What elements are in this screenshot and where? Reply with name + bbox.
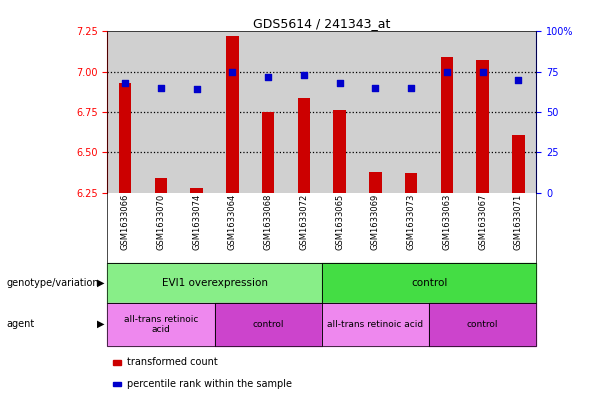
Bar (107, 31, 143, 193)
Bar (512, 134, 525, 193)
Text: genotype/variation: genotype/variation (6, 278, 99, 288)
Bar (119, 83, 131, 193)
Text: control: control (411, 278, 447, 288)
Point (478, 68, 488, 75)
Bar (298, 97, 310, 193)
Bar (191, 188, 203, 193)
Bar (501, 31, 536, 193)
Point (120, 80, 130, 86)
Bar (154, 178, 167, 193)
Bar (322, 31, 357, 193)
Bar (286, 31, 322, 193)
Bar (429, 31, 465, 193)
Point (299, 72, 309, 78)
Text: control: control (253, 320, 284, 329)
Bar (179, 31, 215, 193)
Point (370, 85, 380, 91)
Text: transformed count: transformed count (127, 357, 218, 367)
Text: all-trans retinoic acid: all-trans retinoic acid (327, 320, 424, 329)
Bar (143, 31, 179, 193)
Text: all-trans retinoic
acid: all-trans retinoic acid (124, 314, 198, 334)
Bar (465, 31, 501, 193)
Point (406, 85, 416, 91)
Point (514, 77, 524, 83)
Bar (394, 31, 429, 193)
Bar (226, 36, 238, 193)
Bar (441, 57, 453, 193)
Point (227, 68, 237, 75)
Point (192, 86, 202, 93)
Bar (357, 31, 394, 193)
Text: percentile rank within the sample: percentile rank within the sample (127, 379, 292, 389)
Bar (476, 61, 489, 193)
Title: GDS5614 / 241343_at: GDS5614 / 241343_at (253, 17, 390, 30)
Text: ▶: ▶ (97, 278, 104, 288)
Text: control: control (467, 320, 498, 329)
Point (335, 80, 345, 86)
Bar (369, 172, 382, 193)
Point (442, 68, 452, 75)
Bar (215, 31, 250, 193)
Text: EVI1 overexpression: EVI1 overexpression (162, 278, 267, 288)
Bar (405, 173, 417, 193)
Point (264, 73, 273, 80)
Text: ▶: ▶ (97, 319, 104, 329)
Bar (250, 31, 286, 193)
Bar (333, 110, 346, 193)
Text: agent: agent (6, 319, 34, 329)
Bar (262, 112, 275, 193)
Point (156, 85, 166, 91)
